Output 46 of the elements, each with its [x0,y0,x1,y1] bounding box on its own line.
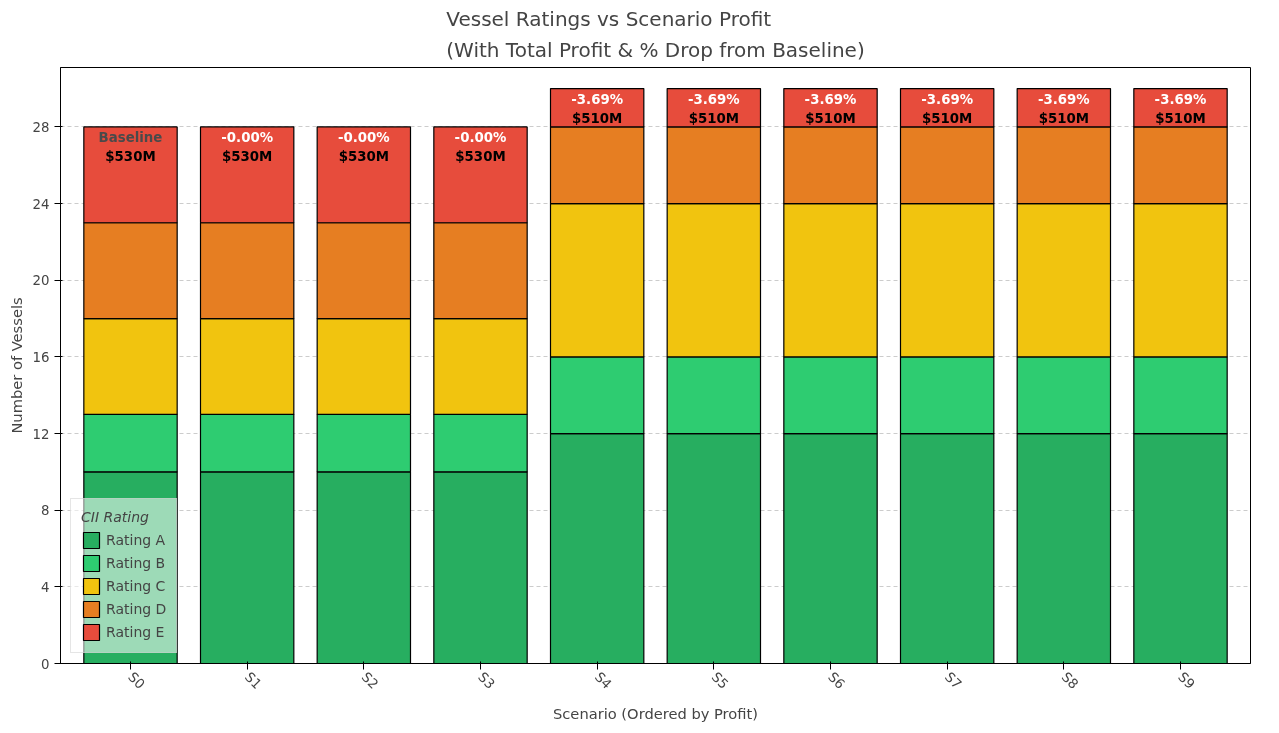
y-tick-label: 8 [41,503,50,519]
annotation: -0.00% [337,130,390,146]
y-tick-label: 12 [32,426,50,442]
annotation: $510M [1038,111,1090,127]
legend-label: Rating C [106,578,166,594]
legend-label: Rating E [106,624,165,640]
annotation: $510M [571,111,623,127]
y-tick-label: 16 [32,349,50,365]
annotation: Baseline [98,130,163,146]
annotation: -3.69% [687,92,740,108]
chart-title: Vessel Ratings vs Scenario Profit (With Total Profit & % Drop from Baseline) [446,7,865,63]
y-axis-title: Number of Vessels [7,297,25,434]
x-axis-title: Scenario (Ordered by Profit) [553,705,758,723]
annotation: -3.69% [571,92,624,108]
annotation: $510M [921,111,973,127]
x-tick-label: S0 [125,669,148,692]
annotation: -0.00% [221,130,274,146]
y-tick-label: 28 [32,119,50,135]
x-tick-label: S7 [941,669,965,692]
annotation: $530M [221,149,273,165]
y-tick-label: 4 [41,579,50,595]
y-tick-label: 0 [41,656,50,672]
annotation: $530M [338,149,390,165]
annotation: $510M [805,111,856,127]
legend-label: Rating D [106,601,167,617]
x-tick-label: S6 [825,669,848,692]
legend-label: Rating B [106,555,166,571]
annotation: -3.69% [1154,92,1207,108]
annotation: $530M [105,149,156,165]
x-tick-label: S5 [708,669,732,692]
x-tick-label: S4 [591,669,615,692]
annotation: $510M [688,111,740,127]
x-tick-label: S2 [358,669,382,692]
annotation: $510M [1155,111,1206,127]
annotation: -3.69% [804,92,857,108]
x-tick-label: S9 [1175,669,1198,692]
x-tick-label: S3 [475,669,498,692]
y-tick-label: 20 [32,273,50,289]
annotation: $530M [455,149,506,165]
x-tick-label: S8 [1058,669,1082,692]
annotation: -0.00% [454,130,507,146]
x-tick-label: S1 [241,669,265,692]
y-tick-label: 24 [32,196,50,212]
annotation: -3.69% [1037,92,1090,108]
legend-label: Rating A [106,532,166,548]
annotation: -3.69% [921,92,974,108]
